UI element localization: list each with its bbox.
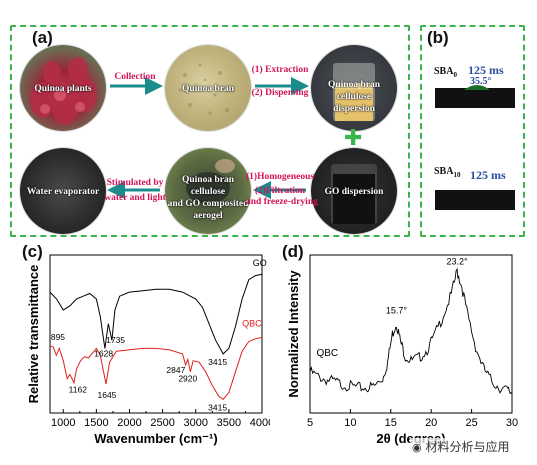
extraction-label-line1: (1) Extraction xyxy=(251,65,309,75)
quinoa-bran-image: Quinoa bran xyxy=(165,45,251,131)
cellulose-dispersion-label-line1: Quinoa bran cellulose xyxy=(327,80,380,102)
panel-b-letter: (b) xyxy=(427,28,449,47)
xrd-xtick-label-20: 20 xyxy=(425,417,437,429)
cellulose-dispersion-label: Quinoa bran cellulose dispersion xyxy=(311,79,397,115)
go-beaker xyxy=(331,164,377,224)
xrd-ylabel: Normalized Intensity xyxy=(286,270,301,398)
panel-d-letter: (d) xyxy=(282,242,304,261)
homogeneous-label-line2: (2)Filtration xyxy=(254,186,306,196)
ftir-chart: 1000 1500 2000 2500 3000 3500 4000 Wavenumber (… xyxy=(26,254,270,446)
aerogel-texture xyxy=(186,159,235,204)
ftir-series-go xyxy=(49,273,263,355)
aerogel-label-line3: aerogel xyxy=(193,211,223,221)
ftir-legend-qbc: QBC xyxy=(242,318,262,328)
quinoa-bran-label: Quinoa bran xyxy=(181,84,234,94)
ftir-xtick-label-4000: 4000 xyxy=(250,417,270,429)
ftir-xlabel: Wavenumber (cm⁻¹) xyxy=(94,431,217,446)
quinoa-plants-image: Quinoa plants xyxy=(20,45,106,131)
sba0-label-sub: 0 xyxy=(453,71,457,79)
sba0-time: 125 ms xyxy=(468,63,504,77)
ftir-xtick-label-3000: 3000 xyxy=(184,417,208,429)
xrd-annotation-1: 23.2° xyxy=(446,256,468,266)
collection-label: Collection xyxy=(114,72,156,82)
xrd-series-qbc xyxy=(309,267,513,394)
ftir-xtick-label-2500: 2500 xyxy=(150,417,174,429)
ftir-annotation-1: 1162 xyxy=(69,384,88,394)
water-evaporator-image: Water evaporator xyxy=(20,148,106,234)
ftir-annotation-5: 2847 xyxy=(166,365,185,375)
sba0-angle: 35.5° xyxy=(470,76,492,87)
ftir-annotation-4: 1735 xyxy=(106,335,125,345)
quinoa-plants-texture xyxy=(30,57,97,125)
extraction-label-line2: (2) Dispersing xyxy=(251,88,309,98)
panel-c-letter: (c) xyxy=(22,242,43,261)
xrd-xtick-label-10: 10 xyxy=(344,417,356,429)
ftir-annotation-6: 2920 xyxy=(178,373,197,383)
dispersion-beaker xyxy=(333,63,375,121)
xrd-xtick-label-15: 15 xyxy=(385,417,397,429)
watermark-icon: ◉ xyxy=(412,441,422,454)
ftir-annotation-7: 3415 xyxy=(208,357,227,367)
stimulated-label: Stimulated by water and light xyxy=(104,178,166,203)
stimulated-label-line2: water and light xyxy=(104,193,166,203)
ftir-annotation-0: 895 xyxy=(51,332,65,342)
ftir-annotation-3: 1628 xyxy=(94,349,113,359)
sba0-label: SBA0 xyxy=(434,66,457,79)
quinoa-plants-label: Quinoa plants xyxy=(34,84,92,94)
plus-icon: ✚ xyxy=(344,126,363,151)
cellulose-dispersion-label-line2: dispersion xyxy=(333,104,375,114)
sba10-label-sub: 10 xyxy=(453,171,461,179)
sba10-time: 125 ms xyxy=(470,168,506,182)
ftir-plot-frame xyxy=(49,254,263,414)
sba0-surface xyxy=(435,88,515,108)
watermark-text: ◉ 材料分析与应用 xyxy=(410,438,512,455)
ftir-xtick-label-1000: 1000 xyxy=(51,417,75,429)
ftir-xtick-label-1500: 1500 xyxy=(84,417,108,429)
xrd-xtick-label-25: 25 xyxy=(465,417,477,429)
quinoa-bran-texture xyxy=(178,63,235,115)
sba0-droplet xyxy=(464,85,490,90)
sba10-label: SBA10 xyxy=(434,166,460,179)
ftir-xtick-label-3500: 3500 xyxy=(217,417,241,429)
go-dispersion-label: GO dispersion xyxy=(324,187,384,197)
aerogel-image: Quinoa bran cellulose and GO composited … xyxy=(165,148,251,234)
xrd-plot-frame xyxy=(309,254,513,414)
watermark-label: 材料分析与应用 xyxy=(425,440,510,454)
ftir-annotation-8: 3415 xyxy=(208,402,227,412)
sba10-surface xyxy=(435,190,515,210)
ftir-series-qbc xyxy=(49,336,263,400)
panel-a-frame xyxy=(10,25,410,237)
xrd-legend-qbc: QBC xyxy=(316,348,338,359)
aerogel-label-line2: and GO composited xyxy=(167,199,249,209)
panel-a-letter: (a) xyxy=(32,28,53,47)
homogeneous-label-line3: and freeze-drying xyxy=(246,197,318,207)
sba10-label-main: SBA xyxy=(434,166,454,177)
aerogel-label: Quinoa bran cellulose and GO composited … xyxy=(165,174,251,222)
homogeneous-label-line1: (1)Homogeneous xyxy=(246,172,315,182)
homogeneous-label: (1)Homogeneous (2)Filtration and freeze-… xyxy=(246,172,318,207)
ftir-xtick-label-2000: 2000 xyxy=(117,417,141,429)
xrd-annotation-0: 15.7° xyxy=(386,305,408,315)
xrd-xtick-label-30: 30 xyxy=(506,417,518,429)
panel-b-frame xyxy=(420,25,525,237)
extraction-label: (1) Extraction (2) Dispersing xyxy=(248,65,312,98)
water-evaporator-label: Water evaporator xyxy=(26,187,100,197)
go-dispersion-image: GO dispersion xyxy=(311,148,397,234)
cellulose-dispersion-image: Quinoa bran cellulose dispersion xyxy=(311,45,397,131)
ftir-ylabel: Relative transmittance xyxy=(26,265,41,404)
ftir-annotation-2: 1645 xyxy=(98,390,117,400)
stimulated-label-line1: Stimulated by xyxy=(106,178,164,188)
ftir-legend-go: GO xyxy=(253,258,267,268)
aerogel-label-line1: Quinoa bran cellulose xyxy=(181,175,234,197)
xrd-xtick-label-5: 5 xyxy=(307,417,313,429)
sba0-label-main: SBA xyxy=(434,66,454,77)
